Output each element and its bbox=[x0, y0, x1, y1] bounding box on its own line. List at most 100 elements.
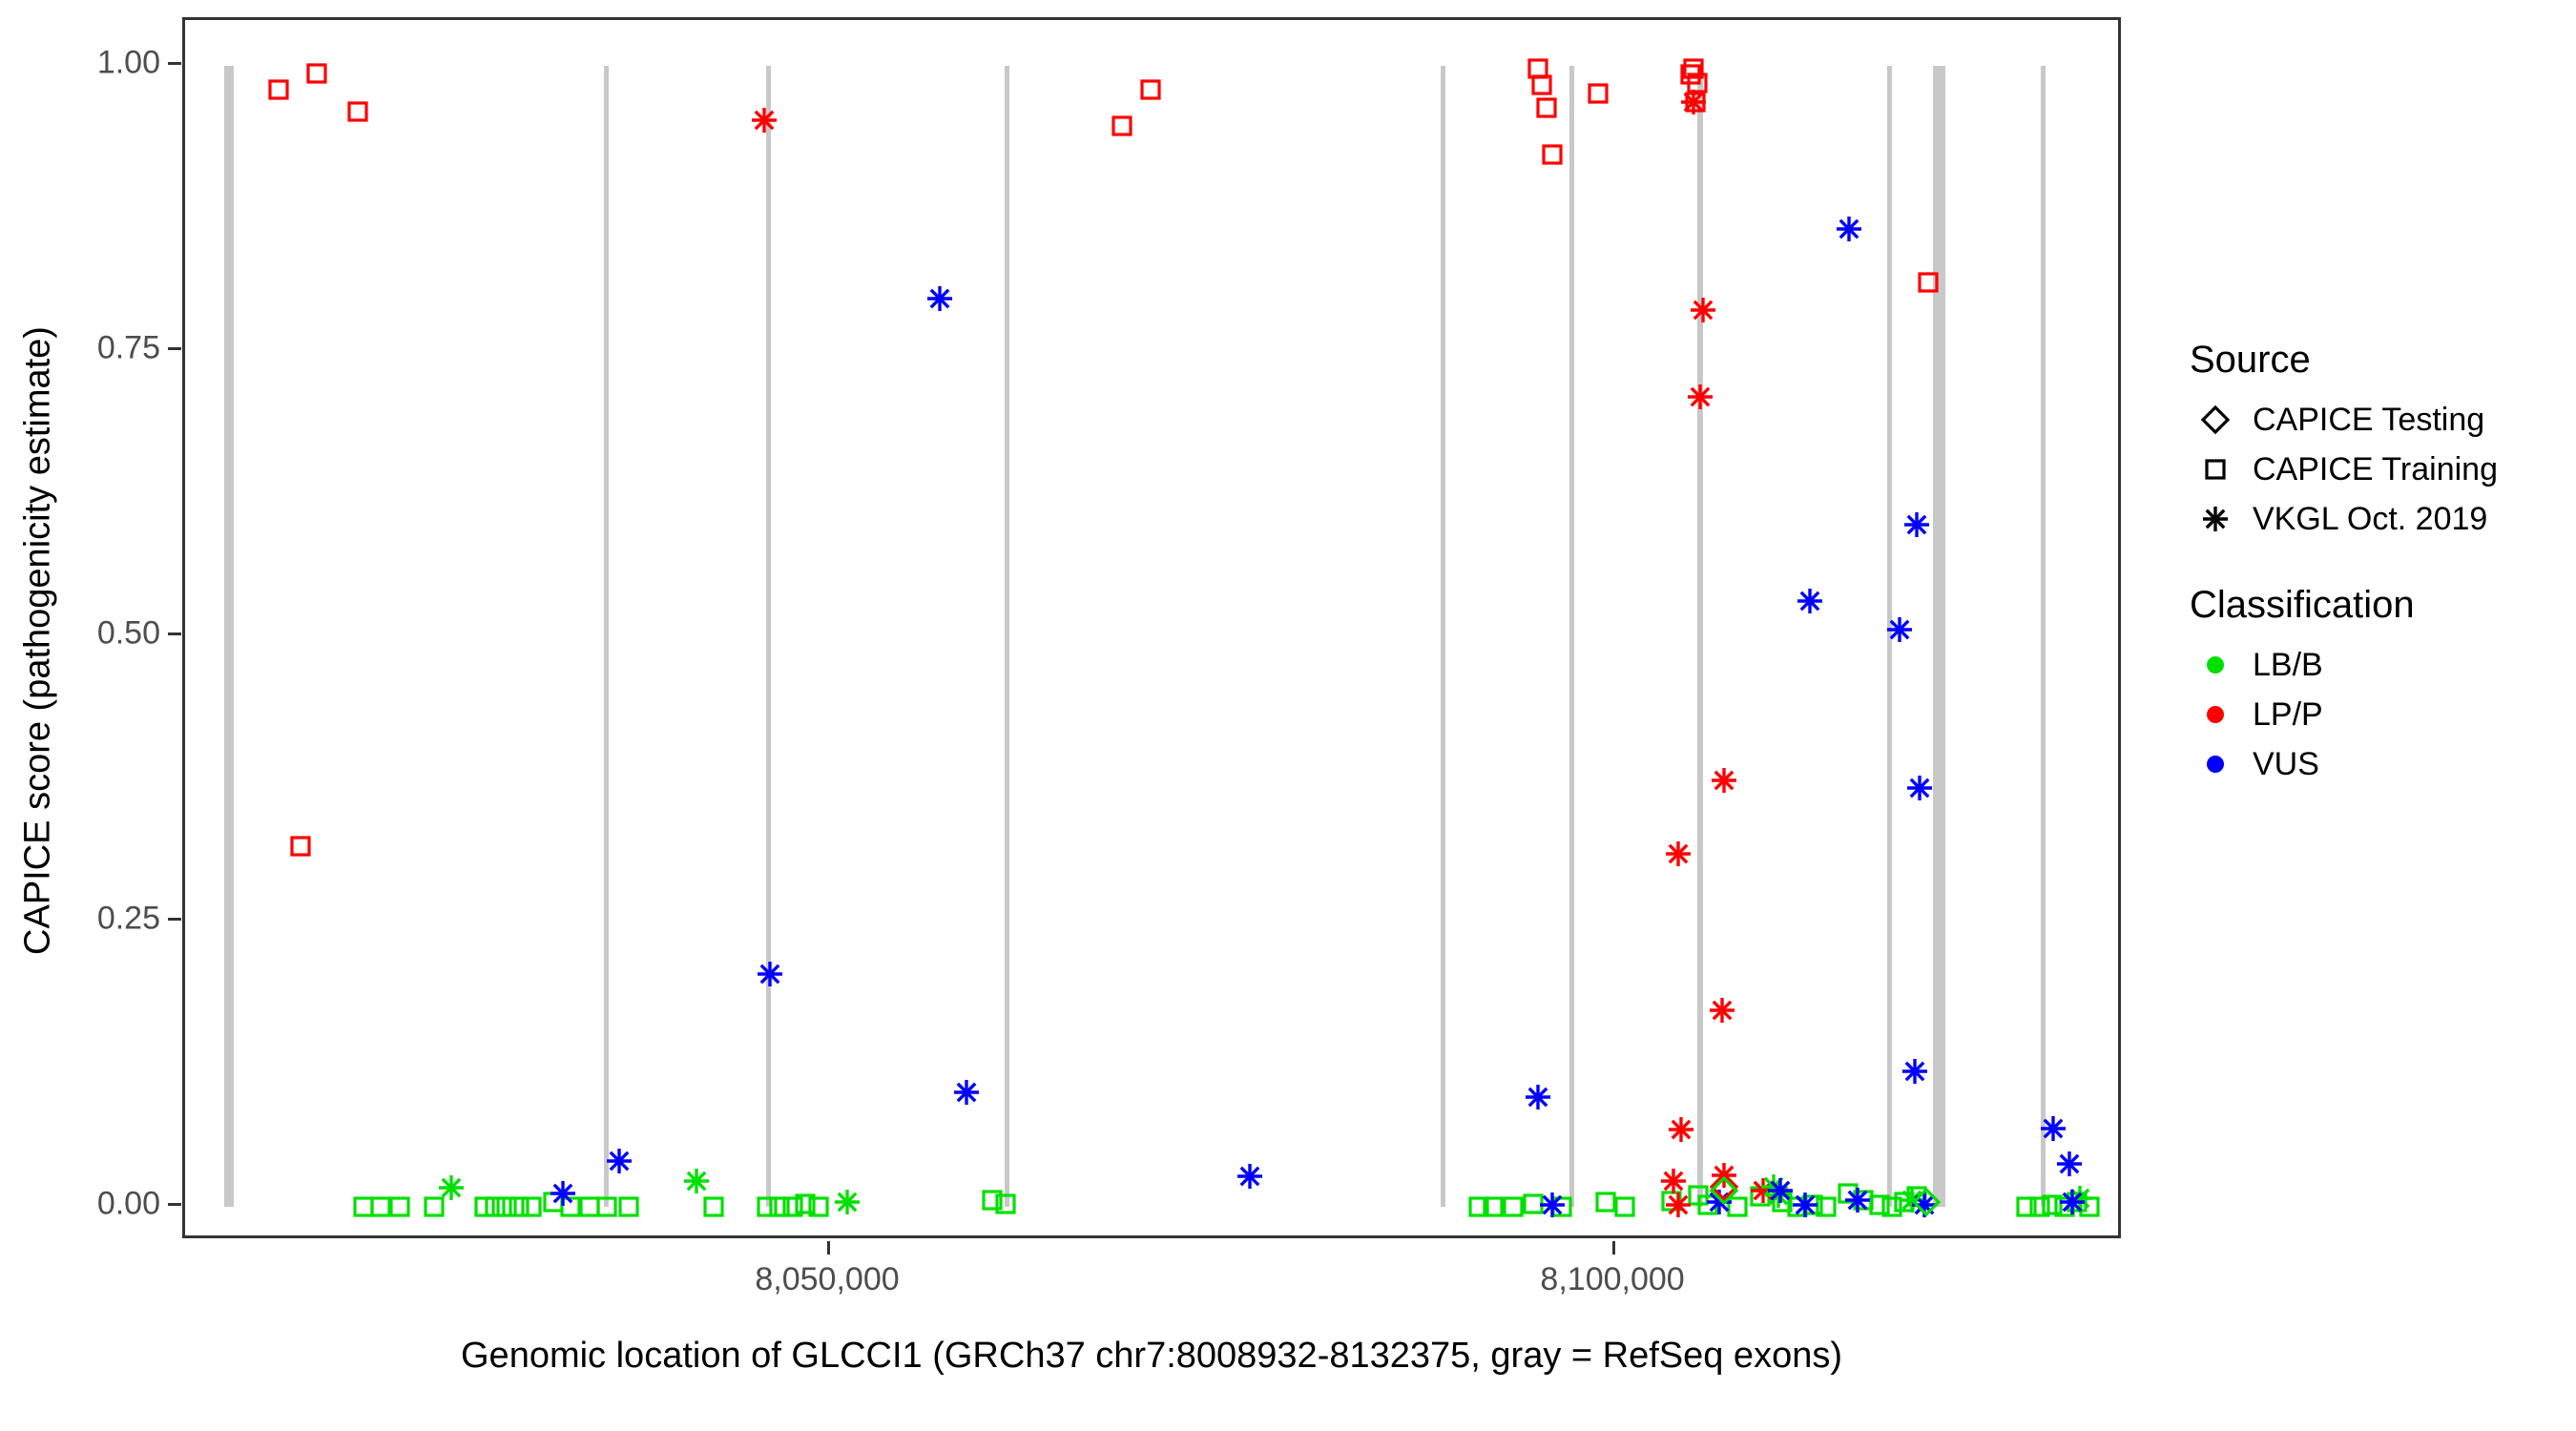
x-tick-mark bbox=[827, 1241, 831, 1255]
data-point-square bbox=[794, 1192, 817, 1215]
data-point-asterisk bbox=[1705, 1188, 1734, 1216]
data-point-square bbox=[423, 1195, 446, 1218]
data-point-asterisk bbox=[1659, 1167, 1688, 1195]
data-point-square bbox=[1786, 1195, 1809, 1218]
x-tick-label: 8,100,000 bbox=[1540, 1261, 1685, 1297]
y-tick-mark bbox=[168, 632, 181, 635]
plot-panel bbox=[182, 17, 2121, 1238]
legend-item-classification[interactable]: VUS bbox=[2190, 739, 2571, 789]
data-point-square bbox=[1837, 1182, 1859, 1205]
data-point-square bbox=[2066, 1191, 2088, 1213]
data-point-square bbox=[1522, 1192, 1545, 1215]
y-tick-label: 0.25 bbox=[96, 900, 160, 937]
data-point-asterisk bbox=[925, 284, 954, 313]
data-point-square bbox=[1815, 1195, 1838, 1218]
y-tick-mark bbox=[168, 1203, 181, 1207]
legend-circle-icon bbox=[2190, 640, 2241, 690]
data-point-asterisk bbox=[1835, 215, 1863, 243]
data-point-square bbox=[768, 1195, 791, 1218]
data-point-asterisk bbox=[437, 1173, 466, 1202]
data-point-square bbox=[2028, 1195, 2051, 1218]
data-point-asterisk bbox=[1710, 766, 1738, 795]
data-point-square bbox=[617, 1195, 640, 1218]
y-tick-label: 0.00 bbox=[96, 1185, 160, 1222]
data-point-square bbox=[1594, 1191, 1617, 1213]
data-point-asterisk bbox=[1905, 774, 1934, 802]
data-point-asterisk bbox=[1538, 1191, 1567, 1219]
data-point-square bbox=[781, 1195, 804, 1218]
legend-item-classification[interactable]: LP/P bbox=[2190, 690, 2571, 739]
data-point-square bbox=[520, 1195, 543, 1218]
data-point-asterisk bbox=[833, 1188, 862, 1216]
data-point-square bbox=[305, 62, 328, 85]
y-tick-mark bbox=[168, 346, 181, 350]
data-point-square bbox=[1467, 1195, 1490, 1218]
data-point-square bbox=[1541, 143, 1564, 166]
legend-item-label: CAPICE Testing bbox=[2253, 401, 2485, 438]
data-point-asterisk bbox=[1524, 1083, 1552, 1111]
data-point-asterisk bbox=[1679, 88, 1708, 116]
data-point-square bbox=[1613, 1195, 1636, 1218]
legend-group-source: Source CAPICE Testing CAPICE Training VKGL … bbox=[2190, 339, 2571, 544]
data-point-asterisk bbox=[1710, 1161, 1738, 1190]
data-point-asterisk bbox=[1902, 510, 1931, 539]
data-point-asterisk bbox=[1664, 1191, 1693, 1219]
data-point-square bbox=[1684, 91, 1707, 114]
data-point-square bbox=[1139, 78, 1162, 101]
data-point-square bbox=[1771, 1191, 1794, 1213]
data-point-square bbox=[369, 1195, 392, 1218]
data-point-square bbox=[484, 1195, 507, 1218]
data-point-square bbox=[1530, 73, 1553, 96]
legend-item-label: LB/B bbox=[2253, 646, 2323, 683]
data-point-square bbox=[559, 1195, 582, 1218]
data-point-square bbox=[289, 835, 312, 858]
data-point-square bbox=[542, 1191, 565, 1213]
data-point-asterisk bbox=[2055, 1150, 2084, 1178]
data-point-asterisk bbox=[2058, 1188, 2087, 1216]
refseq-exon-bar bbox=[1004, 65, 1009, 1208]
x-axis-title: Genomic location of GLCCI1 (GRCh37 chr7:… bbox=[461, 1336, 1842, 1376]
data-point-diamond bbox=[1709, 1172, 1738, 1201]
refseq-exon-bar bbox=[1441, 65, 1446, 1208]
legend-item-source[interactable]: CAPICE Testing bbox=[2190, 395, 2571, 445]
data-point-square bbox=[2053, 1195, 2076, 1218]
data-point-square bbox=[267, 78, 290, 101]
data-point-asterisk bbox=[549, 1179, 577, 1208]
y-tick-mark bbox=[168, 918, 181, 922]
data-point-asterisk bbox=[1689, 296, 1717, 324]
refseq-exon-bar bbox=[1696, 65, 1704, 1208]
data-point-asterisk bbox=[1796, 587, 1824, 615]
x-tick-mark bbox=[1612, 1241, 1616, 1255]
legend-item-classification[interactable]: LB/B bbox=[2190, 640, 2571, 690]
legend-group-classification: Classification LB/B LP/P VUS bbox=[2190, 584, 2571, 789]
data-point-square bbox=[1852, 1189, 1875, 1212]
data-point-square bbox=[352, 1195, 375, 1218]
data-point-asterisk bbox=[1898, 1186, 1926, 1214]
legend-item-source[interactable]: VKGL Oct. 2019 bbox=[2190, 494, 2571, 544]
data-point-square bbox=[1482, 1195, 1505, 1218]
legend-diamond-icon bbox=[2190, 395, 2241, 445]
data-point-square bbox=[578, 1195, 601, 1218]
legend-item-label: LP/P bbox=[2253, 695, 2323, 733]
refseq-exon-bar bbox=[603, 65, 609, 1208]
legend-asterisk-icon bbox=[2190, 494, 2241, 544]
data-point-diamond bbox=[1709, 1176, 1738, 1206]
data-point-square bbox=[473, 1195, 496, 1218]
data-point-asterisk bbox=[1843, 1186, 1872, 1214]
data-point-square bbox=[495, 1195, 518, 1218]
data-point-square bbox=[1893, 1191, 1916, 1213]
refseq-exon-bar bbox=[765, 65, 771, 1208]
data-point-square bbox=[1905, 1185, 1928, 1208]
data-point-square bbox=[2078, 1195, 2101, 1218]
legend: Source CAPICE Testing CAPICE Training VKGL … bbox=[2190, 339, 2571, 829]
legend-circle-icon bbox=[2190, 690, 2241, 739]
data-point-asterisk bbox=[1749, 1176, 1777, 1205]
legend-item-source[interactable]: CAPICE Training bbox=[2190, 445, 2571, 494]
data-point-asterisk bbox=[952, 1078, 981, 1107]
data-point-square bbox=[1535, 96, 1558, 119]
x-tick-label: 8,050,000 bbox=[755, 1261, 900, 1297]
refseq-exon-bar bbox=[223, 65, 234, 1208]
data-point-asterisk bbox=[1766, 1176, 1795, 1205]
legend-item-label: CAPICE Training bbox=[2253, 450, 2498, 487]
refseq-exon-bar bbox=[2041, 65, 2046, 1208]
